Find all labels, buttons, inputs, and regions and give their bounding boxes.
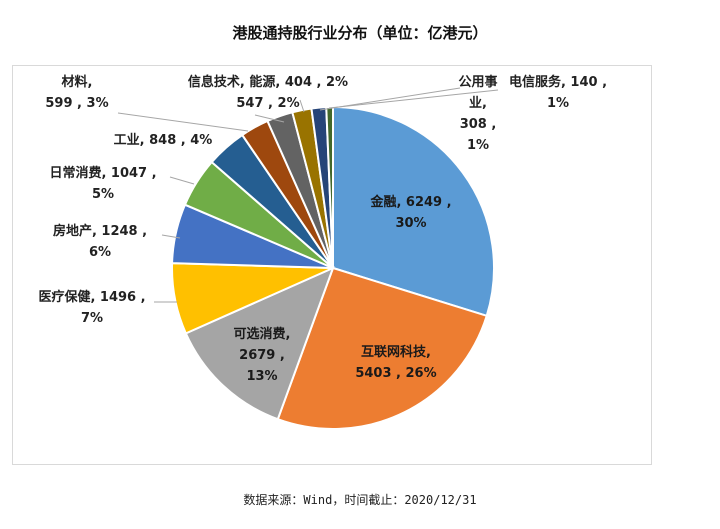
leader-line-房地产 [161,234,181,239]
data-label-工业: 工业, 848 , 4% [114,132,213,148]
source-note: 数据来源：Wind，时间截止：2020/12/31 [243,493,477,507]
pie-slice-3 [184,266,335,421]
data-label-信息技术: 信息技术, 能源, 404 , 2% 547 , 2% [188,74,348,111]
data-label-电信服务: 电信服务, 140 , 1% [509,74,607,111]
data-label-可选消费: 可选消费, 2679 , 13% [234,326,291,384]
chart-title: 港股通持股行业分布（单位：亿港元） [232,24,488,42]
data-label-日常消费: 日常消费, 1047 , 5% [49,165,156,202]
chart-frame [12,65,652,465]
pie-slice-2 [276,266,488,430]
leader-energy [299,99,305,113]
pie-slice-1 [332,105,495,318]
leader-line-材料 [117,112,249,132]
data-label-房地产: 房地产, 1248 , 6% [53,223,147,260]
leader-line-电信服务 [328,89,499,109]
data-label-金融: 金融, 6249 , 30% [369,194,451,231]
leader-line-信息技术 [254,114,285,123]
pie-slice-12 [325,105,334,269]
leader-line-日常消费 [169,176,195,185]
data-label-互联网科技: 互联网科技, 5403 , 26% [355,344,436,381]
data-label-医疗保健: 医疗保健, 1496 , 7% [38,289,145,326]
data-label-材料: 材料, 599 , 3% [45,74,108,111]
data-label-公用事业: 公用事业, 308 , 1% [458,74,497,153]
